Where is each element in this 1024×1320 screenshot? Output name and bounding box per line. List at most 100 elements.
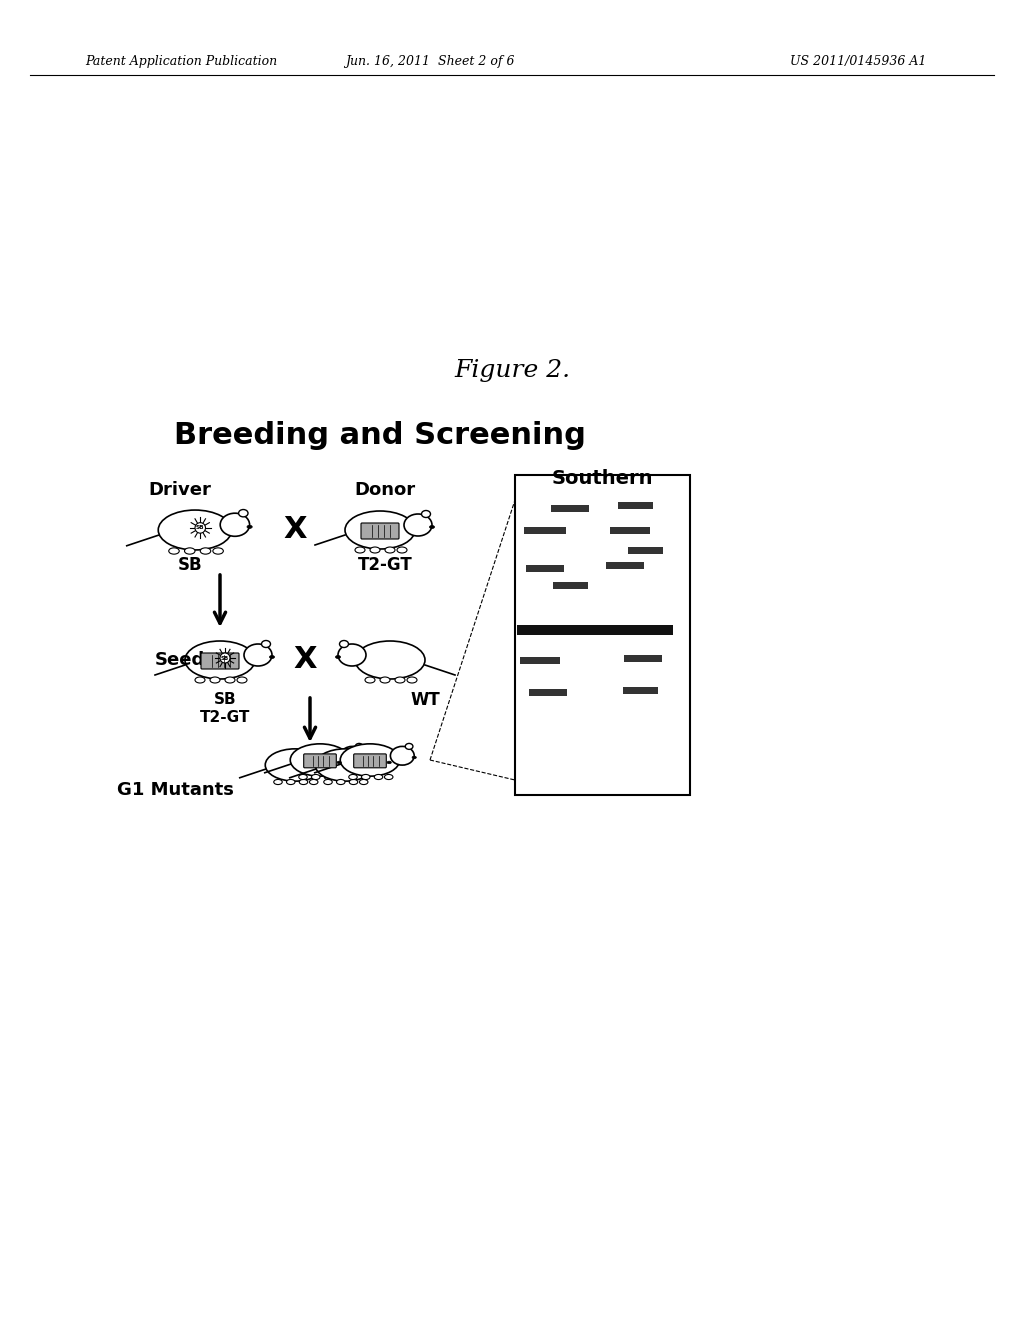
- Text: WT: WT: [411, 690, 440, 709]
- Ellipse shape: [315, 748, 375, 781]
- Bar: [517, 624, 559, 635]
- Ellipse shape: [404, 513, 432, 536]
- Ellipse shape: [299, 779, 308, 784]
- Ellipse shape: [311, 775, 319, 780]
- Bar: [520, 656, 560, 664]
- Ellipse shape: [380, 677, 390, 682]
- Ellipse shape: [340, 744, 399, 776]
- Ellipse shape: [340, 746, 365, 766]
- Ellipse shape: [349, 775, 357, 780]
- Ellipse shape: [406, 743, 413, 750]
- Ellipse shape: [184, 548, 195, 554]
- Ellipse shape: [390, 746, 414, 766]
- Ellipse shape: [324, 779, 332, 784]
- Ellipse shape: [337, 762, 341, 764]
- Text: SB: SB: [178, 556, 203, 574]
- Bar: [610, 527, 650, 533]
- Ellipse shape: [366, 751, 389, 770]
- Text: Figure 2.: Figure 2.: [454, 359, 570, 381]
- Bar: [551, 504, 589, 511]
- Ellipse shape: [365, 677, 375, 682]
- Text: X: X: [284, 516, 307, 544]
- Ellipse shape: [265, 748, 325, 781]
- Ellipse shape: [338, 644, 366, 667]
- Ellipse shape: [385, 546, 395, 553]
- Text: Jun. 16, 2011  Sheet 2 of 6: Jun. 16, 2011 Sheet 2 of 6: [345, 55, 515, 69]
- Bar: [606, 561, 644, 569]
- Bar: [624, 655, 662, 661]
- Ellipse shape: [247, 525, 252, 528]
- Ellipse shape: [345, 511, 415, 549]
- Text: SB: SB: [221, 656, 229, 660]
- Ellipse shape: [213, 548, 223, 554]
- Text: Southern: Southern: [551, 469, 652, 487]
- Ellipse shape: [201, 548, 211, 554]
- Ellipse shape: [195, 677, 205, 682]
- Bar: [546, 624, 584, 635]
- Ellipse shape: [325, 775, 333, 780]
- Ellipse shape: [340, 640, 348, 648]
- Text: SB: SB: [214, 693, 237, 708]
- Bar: [623, 686, 657, 693]
- Text: T2-GT: T2-GT: [357, 556, 413, 574]
- Ellipse shape: [331, 748, 338, 754]
- Ellipse shape: [185, 642, 255, 678]
- Ellipse shape: [237, 677, 247, 682]
- Bar: [628, 546, 663, 553]
- Ellipse shape: [407, 677, 417, 682]
- FancyBboxPatch shape: [304, 754, 336, 768]
- Text: Patent Application Publication: Patent Application Publication: [85, 55, 278, 69]
- Text: G1 Mutants: G1 Mutants: [117, 781, 233, 799]
- Text: Driver: Driver: [148, 480, 211, 499]
- Ellipse shape: [335, 775, 343, 780]
- Bar: [553, 582, 588, 589]
- Ellipse shape: [355, 642, 425, 678]
- Ellipse shape: [225, 677, 234, 682]
- Ellipse shape: [315, 751, 339, 770]
- Ellipse shape: [220, 513, 250, 536]
- Bar: [574, 624, 616, 635]
- Bar: [638, 624, 673, 635]
- Text: T2-GT: T2-GT: [200, 710, 250, 726]
- Text: US 2011/0145936 A1: US 2011/0145936 A1: [790, 55, 927, 69]
- Ellipse shape: [210, 677, 220, 682]
- Text: X: X: [293, 645, 316, 675]
- Circle shape: [220, 653, 230, 663]
- Ellipse shape: [370, 546, 380, 553]
- Ellipse shape: [159, 510, 231, 550]
- Ellipse shape: [336, 656, 341, 659]
- Ellipse shape: [380, 748, 388, 754]
- Bar: [524, 527, 566, 533]
- Ellipse shape: [239, 510, 248, 517]
- Ellipse shape: [309, 779, 317, 784]
- Ellipse shape: [374, 775, 383, 780]
- Ellipse shape: [299, 775, 307, 780]
- Bar: [617, 502, 652, 508]
- Ellipse shape: [261, 640, 270, 648]
- Ellipse shape: [397, 546, 407, 553]
- Ellipse shape: [355, 546, 365, 553]
- FancyBboxPatch shape: [201, 653, 239, 669]
- FancyBboxPatch shape: [361, 523, 399, 539]
- Bar: [606, 624, 644, 635]
- Ellipse shape: [169, 548, 179, 554]
- Ellipse shape: [355, 743, 362, 750]
- Ellipse shape: [244, 644, 272, 667]
- Ellipse shape: [387, 762, 391, 764]
- Ellipse shape: [362, 756, 367, 759]
- Ellipse shape: [349, 779, 357, 784]
- Bar: [515, 475, 690, 795]
- Text: SB: SB: [196, 525, 205, 531]
- Ellipse shape: [384, 775, 393, 780]
- Ellipse shape: [361, 775, 370, 780]
- Ellipse shape: [273, 779, 283, 784]
- Text: Breeding and Screening: Breeding and Screening: [174, 421, 586, 450]
- Text: Donor: Donor: [354, 480, 416, 499]
- Ellipse shape: [429, 525, 434, 528]
- Ellipse shape: [422, 511, 430, 517]
- Ellipse shape: [287, 779, 295, 784]
- Ellipse shape: [412, 756, 417, 759]
- Ellipse shape: [395, 677, 406, 682]
- Bar: [526, 565, 564, 572]
- Ellipse shape: [290, 744, 350, 776]
